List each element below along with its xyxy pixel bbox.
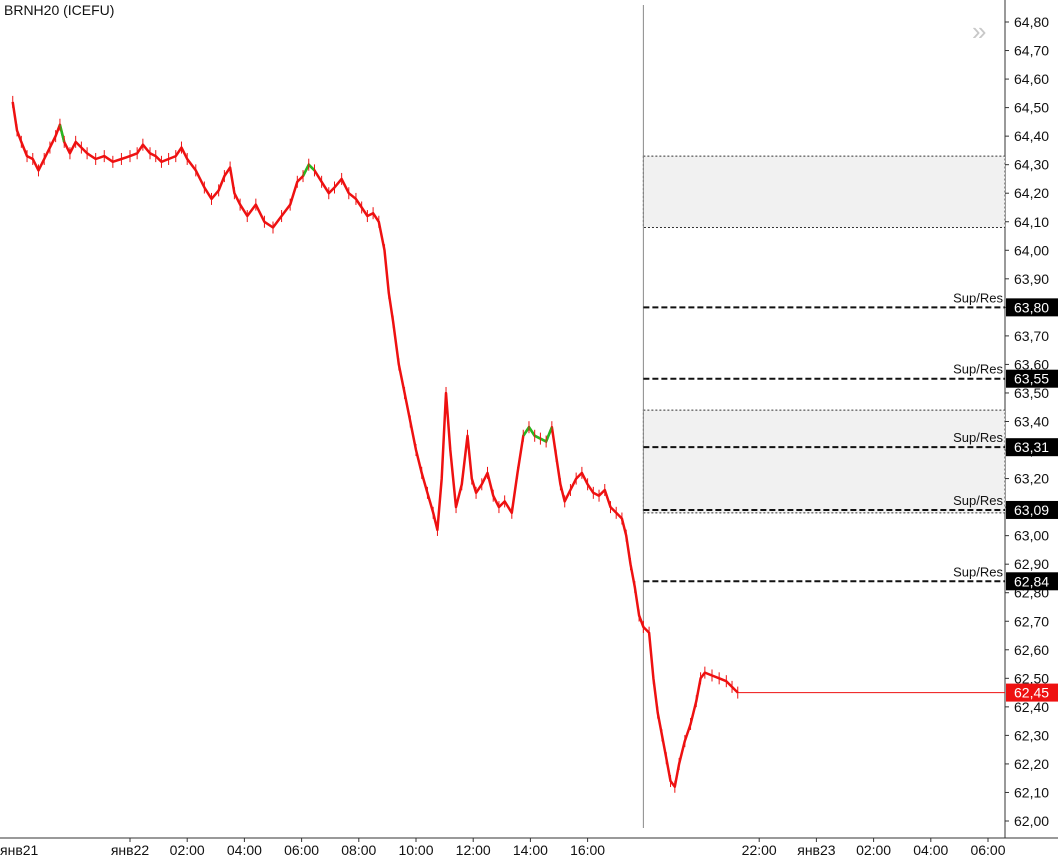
current-price-box	[1006, 683, 1058, 702]
zone-box-1	[642, 155, 1006, 228]
chart-title: BRNH20 (ICEFU)	[4, 2, 115, 18]
x-tick-label: янв23	[797, 842, 836, 858]
y-tick-label: 63,00	[1014, 528, 1049, 544]
y-tick-label: 64,70	[1014, 43, 1049, 59]
y-tick-label: 62,30	[1014, 727, 1049, 743]
level-text-1: Sup/Res	[953, 290, 1003, 305]
y-tick-label: 63,60	[1014, 356, 1049, 372]
level-price-box-2	[1006, 369, 1058, 388]
price-line	[11, 101, 739, 789]
y-tick-label: 64,10	[1014, 214, 1049, 230]
level-price-box-5	[1006, 572, 1058, 591]
y-tick-label: 62,70	[1014, 613, 1049, 629]
y-tick-label: 64,00	[1014, 242, 1049, 258]
x-tick-label: 04:00	[227, 842, 262, 858]
price-up-segment-1	[58, 124, 66, 143]
y-tick-label: 63,70	[1014, 328, 1049, 344]
y-tick-label: 63,20	[1014, 471, 1049, 487]
x-tick-label: 12:00	[456, 842, 491, 858]
level-price-label-4: 63,09	[1014, 502, 1049, 518]
y-tick-label: 64,40	[1014, 128, 1049, 144]
level-text-4: Sup/Res	[953, 493, 1003, 508]
x-tick-label: 02:00	[170, 842, 205, 858]
price-series	[11, 95, 739, 793]
double-chevron-right-icon[interactable]: »	[972, 16, 987, 46]
y-tick-label: 63,50	[1014, 385, 1049, 401]
x-tick-label: 06:00	[970, 842, 1005, 858]
level-price-label-1: 63,80	[1014, 299, 1049, 315]
level-text-3: Sup/Res	[953, 430, 1003, 445]
zone-box-2	[642, 409, 1006, 514]
level-price-box-4	[1006, 500, 1058, 519]
x-tick-label: янв22	[111, 842, 150, 858]
y-tick-label: 64,50	[1014, 100, 1049, 116]
y-tick-label: 62,50	[1014, 670, 1049, 686]
x-tick-label: 04:00	[913, 842, 948, 858]
y-tick-label: 63,40	[1014, 414, 1049, 430]
x-tick-label: 22:00	[742, 842, 777, 858]
level-price-label-3: 63,31	[1014, 439, 1049, 455]
x-tick-label: 08:00	[341, 842, 376, 858]
x-tick-label: 06:00	[284, 842, 319, 858]
x-tick-label: 14:00	[513, 842, 548, 858]
y-tick-label: 64,80	[1014, 14, 1049, 30]
y-tick-label: 64,20	[1014, 185, 1049, 201]
y-tick-label: 62,60	[1014, 642, 1049, 658]
y-tick-label: 64,30	[1014, 157, 1049, 173]
x-tick-label: 16:00	[570, 842, 605, 858]
y-tick-label: 62,20	[1014, 756, 1049, 772]
y-tick-label: 62,90	[1014, 556, 1049, 572]
price-up-segment-6	[522, 424, 554, 444]
level-price-box-1	[1006, 298, 1058, 317]
current-price-label: 62,45	[1014, 685, 1049, 701]
level-price-label-5: 62,84	[1014, 573, 1049, 589]
y-tick-label: 62,40	[1014, 699, 1049, 715]
level-text-5: Sup/Res	[953, 564, 1003, 579]
level-price-box-3	[1006, 438, 1058, 457]
level-price-label-2: 63,55	[1014, 371, 1049, 387]
y-tick-label: 64,60	[1014, 71, 1049, 87]
x-tick-label: 02:00	[856, 842, 891, 858]
x-tick-label: 10:00	[398, 842, 433, 858]
y-tick-label: 63,90	[1014, 271, 1049, 287]
x-tick-label: янв21	[0, 842, 39, 858]
level-text-2: Sup/Res	[953, 362, 1003, 377]
y-tick-label: 62,10	[1014, 784, 1049, 800]
y-tick-label: 62,00	[1014, 813, 1049, 829]
